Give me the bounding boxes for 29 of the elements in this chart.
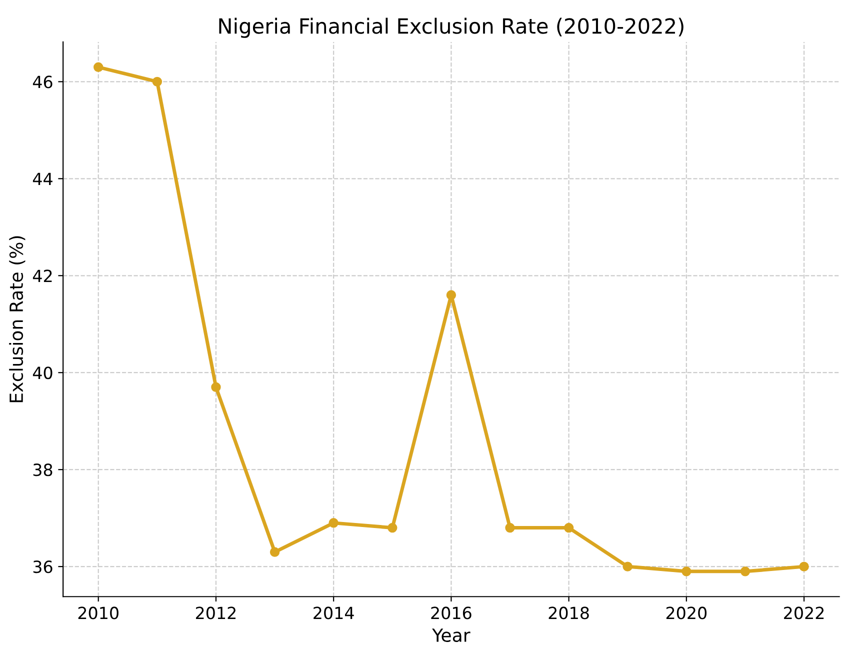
point xyxy=(799,562,809,572)
point xyxy=(93,62,104,72)
x-tick-label: 2020 xyxy=(666,606,707,620)
point xyxy=(152,76,162,87)
point xyxy=(211,382,221,392)
point xyxy=(388,522,398,533)
point xyxy=(682,566,692,576)
y-tick-label: 38 xyxy=(33,464,52,476)
point xyxy=(564,522,574,533)
y-tick-label: 42 xyxy=(32,270,52,282)
y-tick-label: 40 xyxy=(32,366,52,380)
chart-title: Nigeria Financial Exclusion Rate (2010-2022) xyxy=(219,18,684,38)
x-tick-label: 2014 xyxy=(314,606,354,620)
y-tick-label: 46 xyxy=(32,76,52,88)
point xyxy=(328,518,338,528)
x-tick-label: 2022 xyxy=(784,606,824,620)
point xyxy=(270,547,280,557)
point xyxy=(446,290,456,300)
y-tick-label: 36 xyxy=(33,560,52,574)
x-tick-label: 2010 xyxy=(78,606,118,620)
point xyxy=(505,522,515,533)
x-tick-label: 2012 xyxy=(196,606,236,620)
x-tick-label: 2016 xyxy=(431,606,472,620)
x-axis-title: Year xyxy=(432,628,470,642)
y-axis-title: Exclusion Rate (%) xyxy=(9,236,26,402)
y-tick-label: 44 xyxy=(32,172,52,185)
x-tick-label: 2018 xyxy=(548,606,589,620)
point xyxy=(740,566,750,576)
point xyxy=(622,562,632,572)
